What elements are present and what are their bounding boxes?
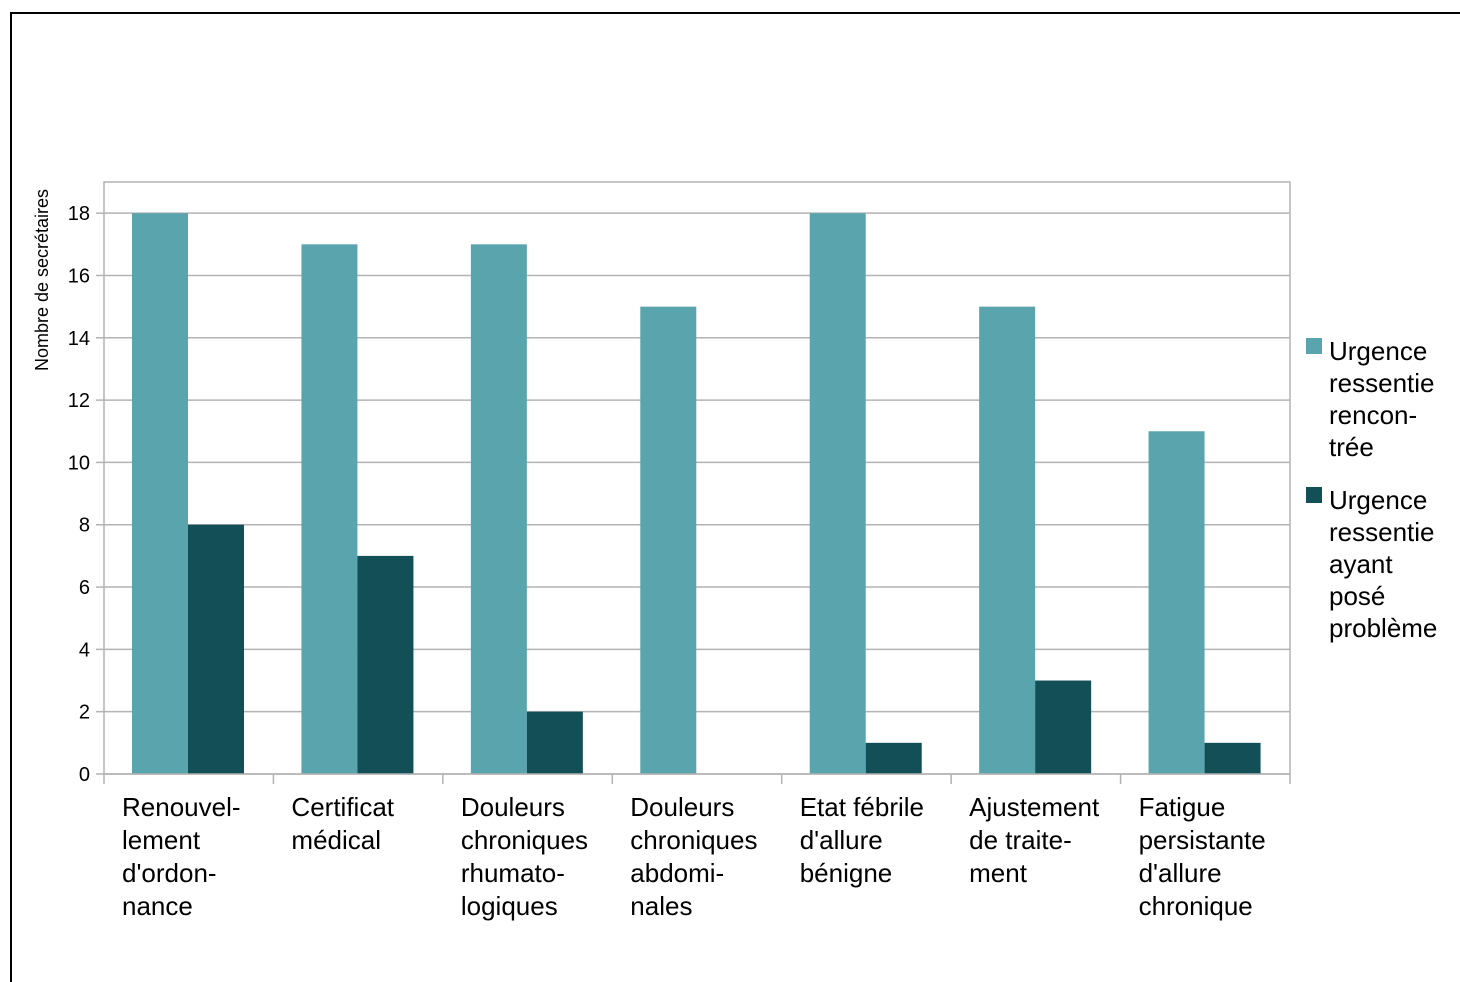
x-category-label-line: Douleurs <box>630 792 734 822</box>
x-category-label-line: persistante <box>1139 825 1266 855</box>
x-category-label-line: d'allure <box>1139 858 1222 888</box>
x-category-label-line: chronique <box>1139 891 1253 921</box>
x-category-label: Certificat médical <box>291 792 394 855</box>
y-tick-label: 10 <box>68 452 90 474</box>
legend-entry-line: Urgence <box>1329 336 1427 366</box>
y-axis-label: Nombre de secrétaires <box>32 189 52 371</box>
legend-entry-series-2: Urgence ressentie ayant posé problème <box>1329 485 1437 643</box>
x-category-label-line: logiques <box>461 891 558 921</box>
bar-series-1-cat-1 <box>132 213 188 774</box>
bar-series-2-cat-3 <box>527 712 583 774</box>
x-category-label-line: abdomi- <box>630 858 724 888</box>
y-tick-label: 18 <box>68 203 90 225</box>
legend-entry-line: posé <box>1329 581 1385 611</box>
x-category-label-line: bénigne <box>800 858 893 888</box>
x-category-label-line: Renouvel- <box>122 792 241 822</box>
x-category-labels: Renouvel-lement d'ordon-nance Certificat mé… <box>122 792 1266 921</box>
legend-entry-line: ayant <box>1329 549 1393 579</box>
bars <box>132 213 1261 774</box>
legend-entry-line: trée <box>1329 432 1374 462</box>
x-category-label-line: Ajustement <box>969 792 1100 822</box>
y-tick-label: 8 <box>79 515 90 537</box>
bar-series-2-cat-6 <box>1035 681 1091 774</box>
legend-entry-line: Urgence <box>1329 485 1427 515</box>
legend-entry-line: rencon- <box>1329 400 1417 430</box>
legend-entry-line: ressentie <box>1329 517 1435 547</box>
bar-series-1-cat-7 <box>1149 431 1205 774</box>
x-category-label: Ajustement de traite-ment <box>969 792 1100 888</box>
legend-entry-line: problème <box>1329 613 1437 643</box>
y-tick-label: 2 <box>79 702 90 724</box>
bar-series-2-cat-1 <box>188 525 244 774</box>
bar-series-2-cat-5 <box>866 743 922 774</box>
y-tick-label: 12 <box>68 390 90 412</box>
bar-series-1-cat-6 <box>979 307 1035 774</box>
x-category-label-line: chroniques <box>630 825 757 855</box>
legend-entry-line: ressentie <box>1329 368 1435 398</box>
y-tick-label: 0 <box>79 764 90 786</box>
x-category-label-line: d'allure <box>800 825 883 855</box>
bar-series-2-cat-2 <box>357 556 413 774</box>
y-tick-label: 4 <box>79 639 90 661</box>
x-category-label-line: lement <box>122 825 201 855</box>
bar-series-1-cat-3 <box>471 244 527 774</box>
y-tick-labels: 0 2 4 6 8 10 12 14 16 18 <box>68 203 90 786</box>
x-category-label-line: Etat fébrile <box>800 792 924 822</box>
x-category-label: Fatigue persistante d'allure chronique <box>1139 792 1266 921</box>
legend-entry-series-1: Urgence ressentie rencon-trée <box>1329 336 1435 462</box>
y-tick-label: 6 <box>79 577 90 599</box>
x-category-label: Etat fébrile d'allure bénigne <box>800 792 924 888</box>
x-category-label: Douleurs chroniques abdomi-nales <box>630 792 757 921</box>
legend-swatch-series-2 <box>1306 487 1322 503</box>
x-category-label-line: Fatigue <box>1139 792 1226 822</box>
x-category-label-line: rhumato- <box>461 858 565 888</box>
x-category-label-line: médical <box>291 825 381 855</box>
bar-series-1-cat-5 <box>810 213 866 774</box>
x-category-label-line: ment <box>969 858 1028 888</box>
x-category-label-line: de traite- <box>969 825 1072 855</box>
bar-series-1-cat-2 <box>301 244 357 774</box>
bar-series-2-cat-7 <box>1205 743 1261 774</box>
bar-series-1-cat-4 <box>640 307 696 774</box>
legend-swatch-series-1 <box>1306 338 1322 354</box>
x-category-label-line: chroniques <box>461 825 588 855</box>
x-category-label-line: nales <box>630 891 692 921</box>
plot-area-border <box>104 182 1290 774</box>
x-category-label: Renouvel-lement d'ordon-nance <box>122 792 241 921</box>
x-category-label-line: Douleurs <box>461 792 565 822</box>
y-tick-label: 16 <box>68 265 90 287</box>
grid-lines <box>104 213 1290 774</box>
x-category-label-line: d'ordon- <box>122 858 217 888</box>
y-tick-label: 14 <box>68 328 90 350</box>
x-category-label-line: nance <box>122 891 193 921</box>
x-category-label-line: Certificat <box>291 792 394 822</box>
x-category-label: Douleurs chroniques rhumato-logiques <box>461 792 588 921</box>
